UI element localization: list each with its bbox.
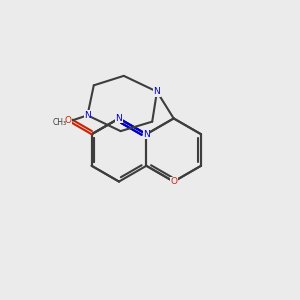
- Text: O: O: [170, 177, 177, 186]
- Text: N: N: [154, 87, 160, 96]
- Text: O: O: [65, 116, 72, 125]
- Text: N: N: [116, 114, 122, 123]
- Text: N: N: [84, 111, 91, 120]
- Text: N: N: [143, 130, 150, 139]
- Text: CH₃: CH₃: [52, 118, 66, 127]
